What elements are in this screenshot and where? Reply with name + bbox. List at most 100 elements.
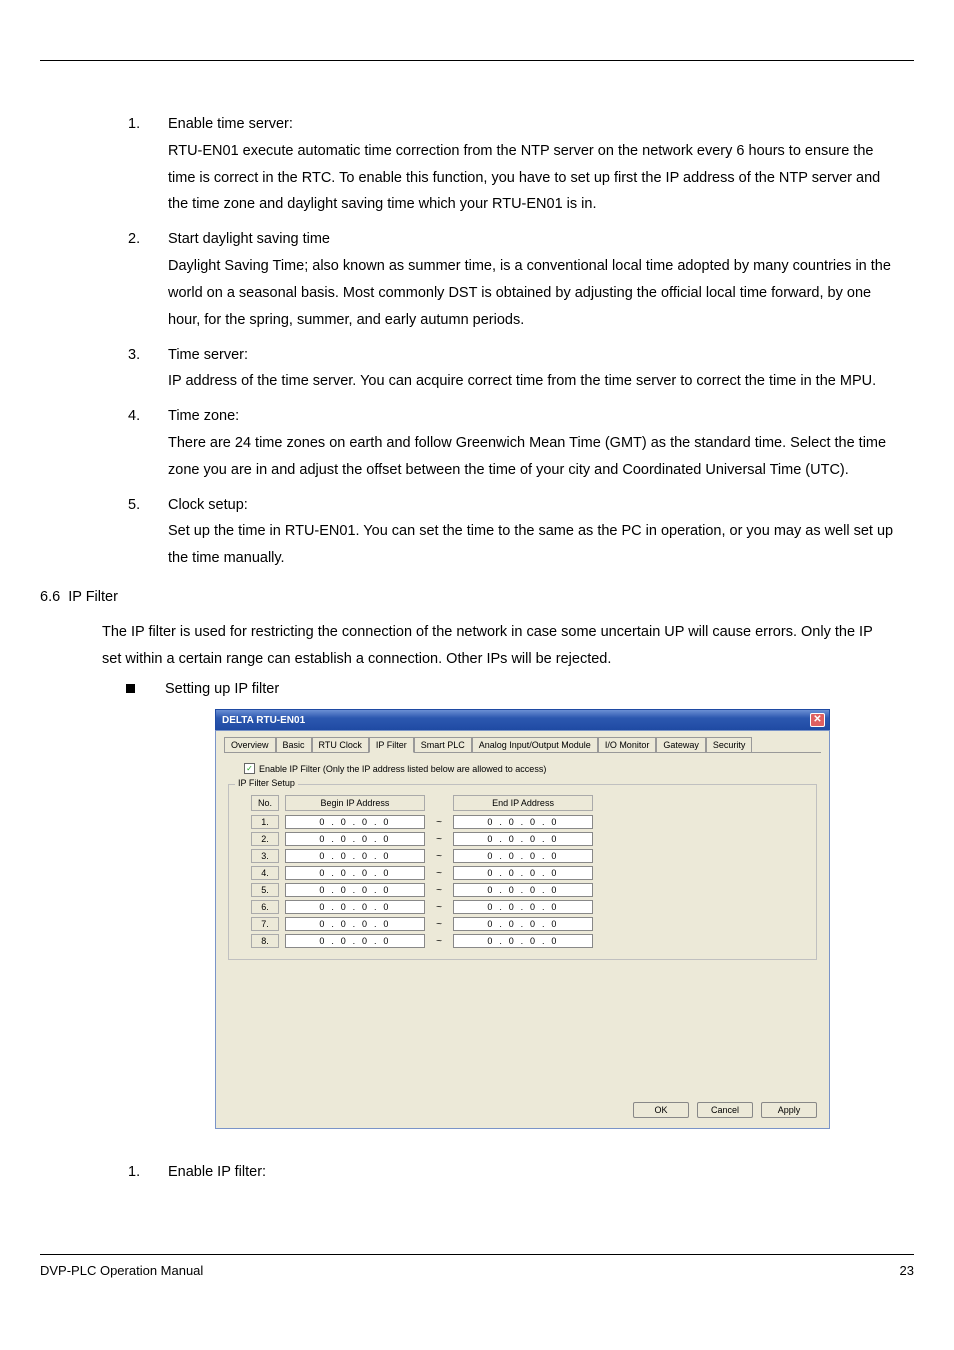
list-item: 2.Start daylight saving timeDaylight Sav… — [128, 226, 894, 333]
list-title: Start daylight saving time — [168, 226, 894, 253]
enable-ip-filter-row: ✓ Enable IP Filter (Only the IP address … — [244, 763, 821, 774]
end-ip-input[interactable]: 0 . 0 . 0 . 0 — [453, 900, 593, 914]
range-tilde: ~ — [431, 885, 447, 896]
dialog-title: DELTA RTU-EN01 — [222, 715, 305, 726]
list-number: 4. — [128, 403, 168, 483]
begin-ip-input[interactable]: 0 . 0 . 0 . 0 — [285, 934, 425, 948]
row-number: 3. — [251, 849, 279, 863]
list-body: Daylight Saving Time; also known as summ… — [168, 253, 894, 333]
list-body: Set up the time in RTU-EN01. You can set… — [168, 518, 894, 572]
fieldset-legend: IP Filter Setup — [235, 778, 298, 788]
list-title: Enable time server: — [168, 111, 894, 138]
end-ip-input[interactable]: 0 . 0 . 0 . 0 — [453, 917, 593, 931]
dialog-body: OverviewBasicRTU ClockIP FilterSmart PLC… — [215, 730, 830, 1129]
end-ip-input[interactable]: 0 . 0 . 0 . 0 — [453, 849, 593, 863]
footer-right: 23 — [900, 1263, 914, 1278]
tab-i-o-monitor[interactable]: I/O Monitor — [598, 737, 657, 752]
bullet-row: Setting up IP filter — [126, 676, 914, 703]
top-rule — [40, 60, 914, 61]
list-number: 1. — [128, 111, 168, 218]
ip-filter-row: 5. 0 . 0 . 0 . 0 ~0 . 0 . 0 . 0 — [251, 883, 812, 897]
range-tilde: ~ — [431, 902, 447, 913]
time-list: 1.Enable time server:RTU-EN01 execute au… — [128, 111, 894, 572]
cancel-button[interactable]: Cancel — [697, 1102, 753, 1118]
begin-ip-input[interactable]: 0 . 0 . 0 . 0 — [285, 900, 425, 914]
list-title: Time server: — [168, 342, 894, 369]
range-tilde: ~ — [431, 919, 447, 930]
list-item: 1. Enable IP filter: — [128, 1159, 894, 1186]
range-tilde: ~ — [431, 851, 447, 862]
enable-ip-filter-checkbox[interactable]: ✓ — [244, 763, 255, 774]
tab-smart-plc[interactable]: Smart PLC — [414, 737, 472, 752]
ip-filter-row: 1. 0 . 0 . 0 . 0 ~0 . 0 . 0 . 0 — [251, 815, 812, 829]
ip-filter-row: 6. 0 . 0 . 0 . 0 ~0 . 0 . 0 . 0 — [251, 900, 812, 914]
list-number: 1. — [128, 1159, 168, 1186]
tab-overview[interactable]: Overview — [224, 737, 276, 752]
ip-filter-row: 4.0 . 0 . 0 . 0~0 . 0 . 0 . 0 — [251, 866, 812, 880]
begin-ip-input[interactable]: 0 . 0 . 0 . 0 — [285, 815, 425, 829]
apply-button[interactable]: Apply — [761, 1102, 817, 1118]
begin-ip-input[interactable]: 0 . 0 . 0 . 0 — [285, 883, 425, 897]
tab-analog-input-output-module[interactable]: Analog Input/Output Module — [472, 737, 598, 752]
section-intro: The IP filter is used for restricting th… — [102, 619, 894, 673]
begin-ip-input[interactable]: 0 . 0 . 0 . 0 — [285, 832, 425, 846]
ip-filter-dialog: DELTA RTU-EN01 ✕ OverviewBasicRTU ClockI… — [215, 709, 830, 1129]
row-number: 1. — [251, 815, 279, 829]
ip-filter-row: 7. 0 . 0 . 0 . 0 ~0 . 0 . 0 . 0 — [251, 917, 812, 931]
tab-basic[interactable]: Basic — [276, 737, 312, 752]
tab-security[interactable]: Security — [706, 737, 753, 752]
ip-filter-row: 3. 0 . 0 . 0 . 0 ~0 . 0 . 0 . 0 — [251, 849, 812, 863]
list-title: Clock setup: — [168, 492, 894, 519]
tab-rtu-clock[interactable]: RTU Clock — [312, 737, 369, 752]
list-item: 1.Enable time server:RTU-EN01 execute au… — [128, 111, 894, 218]
ip-filter-fieldset: IP Filter Setup No. Begin IP Address End… — [228, 784, 817, 960]
list-title: Time zone: — [168, 403, 894, 430]
ip-filter-row: 8. 0 . 0 . 0 . 0 ~0 . 0 . 0 . 0 — [251, 934, 812, 948]
page-footer: DVP-PLC Operation Manual 23 — [40, 1254, 914, 1278]
ok-button[interactable]: OK — [633, 1102, 689, 1118]
bullet-label: Setting up IP filter — [165, 676, 279, 703]
close-icon[interactable]: ✕ — [810, 713, 825, 727]
begin-ip-input[interactable]: 0 . 0 . 0 . 0 — [285, 849, 425, 863]
begin-ip-input[interactable]: 0 . 0 . 0 . 0 — [285, 866, 425, 880]
list-number: 2. — [128, 226, 168, 333]
header-spacer — [431, 795, 447, 811]
end-ip-input[interactable]: 0 . 0 . 0 . 0 — [453, 815, 593, 829]
list-body: There are 24 time zones on earth and fol… — [168, 430, 894, 484]
list-body: IP address of the time server. You can a… — [168, 368, 894, 395]
end-ip-input[interactable]: 0 . 0 . 0 . 0 — [453, 832, 593, 846]
bullet-square-icon — [126, 684, 135, 693]
end-ip-input[interactable]: 0 . 0 . 0 . 0 — [453, 883, 593, 897]
dialog-button-row: OK Cancel Apply — [224, 1100, 821, 1120]
list-title: Enable IP filter: — [168, 1159, 894, 1186]
header-no: No. — [251, 795, 279, 811]
begin-ip-input[interactable]: 0 . 0 . 0 . 0 — [285, 917, 425, 931]
enable-ip-filter-label: Enable IP Filter (Only the IP address li… — [259, 764, 546, 774]
list-body: RTU-EN01 execute automatic time correcti… — [168, 138, 894, 218]
section-heading: 6.6 IP Filter — [40, 584, 914, 611]
tab-ip-filter[interactable]: IP Filter — [369, 737, 414, 753]
list-item: 3.Time server:IP address of the time ser… — [128, 342, 894, 396]
footer-left: DVP-PLC Operation Manual — [40, 1263, 203, 1278]
range-tilde: ~ — [431, 936, 447, 947]
row-number: 2. — [251, 832, 279, 846]
range-tilde: ~ — [431, 817, 447, 828]
row-number: 6. — [251, 900, 279, 914]
row-number: 7. — [251, 917, 279, 931]
row-number: 8. — [251, 934, 279, 948]
list-item: 4.Time zone:There are 24 time zones on e… — [128, 403, 894, 483]
range-tilde: ~ — [431, 834, 447, 845]
end-ip-input[interactable]: 0 . 0 . 0 . 0 — [453, 866, 593, 880]
dialog-titlebar: DELTA RTU-EN01 ✕ — [215, 709, 830, 730]
ip-grid-rows: 1. 0 . 0 . 0 . 0 ~0 . 0 . 0 . 0 2. 0 . 0 . 0… — [251, 815, 812, 948]
section-title: IP Filter — [68, 589, 118, 605]
ip-filter-row: 2. 0 . 0 . 0 . 0 ~0 . 0 . 0 . 0 — [251, 832, 812, 846]
after-list: 1. Enable IP filter: — [128, 1159, 894, 1186]
header-begin-ip: Begin IP Address — [285, 795, 425, 811]
row-number: 5. — [251, 883, 279, 897]
list-item: 5.Clock setup:Set up the time in RTU-EN0… — [128, 492, 894, 572]
list-number: 5. — [128, 492, 168, 572]
end-ip-input[interactable]: 0 . 0 . 0 . 0 — [453, 934, 593, 948]
header-end-ip: End IP Address — [453, 795, 593, 811]
tab-gateway[interactable]: Gateway — [656, 737, 706, 752]
